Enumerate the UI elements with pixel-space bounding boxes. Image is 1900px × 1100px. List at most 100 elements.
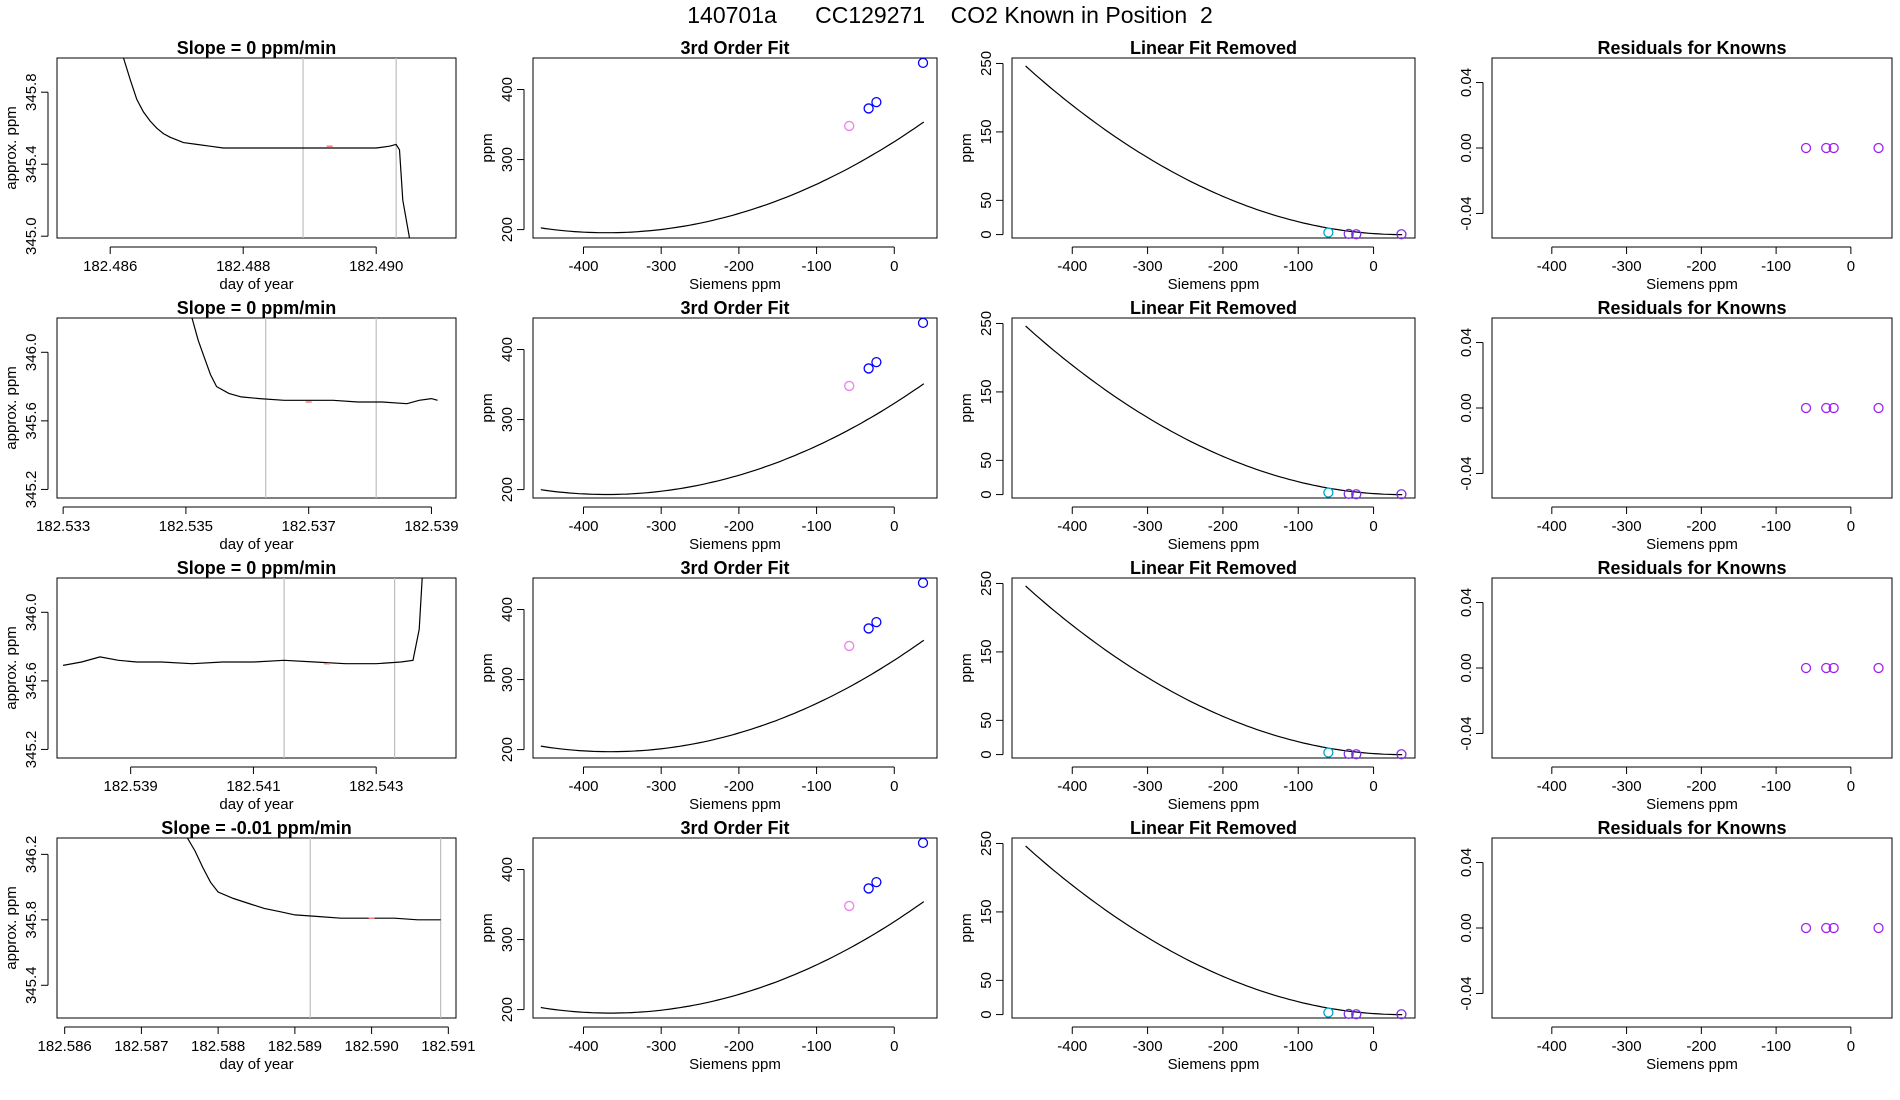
plot-frame: [532, 317, 938, 499]
y-tick-label: 400: [499, 857, 516, 882]
data-point: [1351, 229, 1362, 240]
x-tick-label: 0: [890, 778, 898, 795]
y-tick-label: 200: [499, 997, 516, 1022]
y-tick-label: 0.04: [1458, 328, 1475, 357]
x-tick-label: -400: [1057, 518, 1087, 535]
fit-curve: [1025, 65, 1403, 236]
panel-data: [62, 578, 423, 758]
panel-data: [540, 901, 925, 1014]
x-tick-label: 182.539: [104, 778, 158, 795]
data-point: [844, 380, 855, 392]
x-tick-label: -100: [1761, 778, 1791, 795]
data-point: [917, 57, 929, 69]
panel-r0-c3: Residuals for Knowns -400 -300 -200 -100 0 Sie…: [1458, 38, 1893, 293]
y-tick-label: 250: [978, 51, 995, 76]
y-axis-label: ppm: [958, 913, 975, 942]
x-tick-label: -200: [1208, 258, 1238, 275]
data-point: [1873, 402, 1884, 414]
y-tick-label: 400: [499, 337, 516, 362]
data-point: [1351, 489, 1362, 500]
panel-data: [122, 58, 411, 238]
y-tick-label: 150: [978, 119, 995, 144]
x-tick-label: -300: [1133, 1038, 1163, 1055]
x-tick-label: 0: [890, 1038, 898, 1055]
data-point: [1343, 228, 1354, 240]
data-point: [1323, 227, 1334, 238]
y-tick-label: 150: [978, 639, 995, 664]
x-tick-label: -100: [802, 258, 832, 275]
data-point: [1800, 402, 1812, 414]
x-tick-label: 182.587: [114, 1038, 168, 1055]
y-tick-label: 345.4: [23, 145, 40, 183]
panel-data: [540, 639, 925, 753]
panel-r3-c1: 3rd Order Fit -400 -300 -200 -100 0 Siemens pp…: [479, 818, 938, 1073]
panel-data: [540, 121, 925, 234]
x-tick-label: -300: [1612, 778, 1642, 795]
x-tick-label: 0: [1369, 778, 1377, 795]
panel-r1-c1: 3rd Order Fit -400 -300 -200 -100 0 Siemens pp…: [479, 298, 938, 553]
panel-r0-c2: Linear Fit Removed -400 -300 -200 -100 0 Sieme…: [958, 38, 1416, 293]
panel-title: Residuals for Knowns: [1597, 818, 1786, 838]
x-tick-label: 0: [890, 258, 898, 275]
x-tick-label: 182.541: [226, 778, 280, 795]
x-tick-label: -200: [1686, 778, 1716, 795]
x-axis-label: Siemens ppm: [689, 1056, 781, 1073]
x-tick-label: 0: [1847, 518, 1855, 535]
x-tick-label: -400: [568, 518, 598, 535]
series-line: [62, 578, 423, 666]
plot-frame: [1011, 57, 1416, 239]
x-tick-label: -100: [1761, 518, 1791, 535]
x-axis-label: day of year: [219, 1056, 293, 1073]
x-tick-label: -400: [1537, 778, 1567, 795]
panel-r3-c2: Linear Fit Removed -400 -300 -200 -100 0 Sieme…: [958, 818, 1416, 1073]
data-point: [844, 120, 855, 132]
panel-title: Slope = 0 ppm/min: [177, 38, 337, 58]
x-tick-label: 0: [1369, 1038, 1377, 1055]
y-tick-label: 0.00: [1458, 133, 1475, 162]
data-point: [863, 103, 874, 114]
x-tick-label: -200: [1686, 1038, 1716, 1055]
panel-title: Linear Fit Removed: [1130, 38, 1297, 58]
x-tick-label: -200: [1208, 1038, 1238, 1055]
y-axis-label: approx. ppm: [3, 366, 20, 449]
y-tick-label: 0.04: [1458, 848, 1475, 877]
x-tick-label: -300: [646, 258, 676, 275]
x-tick-label: -300: [1612, 258, 1642, 275]
x-tick-label: -400: [1057, 778, 1087, 795]
panel-title: 3rd Order Fit: [680, 298, 789, 318]
panel-title: 3rd Order Fit: [680, 558, 789, 578]
x-tick-label: -300: [646, 778, 676, 795]
x-axis-label: Siemens ppm: [1646, 536, 1738, 553]
y-tick-label: 250: [978, 831, 995, 856]
y-tick-label: 0.00: [1458, 393, 1475, 422]
x-tick-label: -200: [1686, 518, 1716, 535]
panel-title: 3rd Order Fit: [680, 818, 789, 838]
x-tick-label: 182.591: [421, 1038, 475, 1055]
y-tick-label: -0.04: [1458, 456, 1475, 490]
y-tick-label: 346.2: [23, 836, 40, 874]
x-tick-label: 182.539: [404, 518, 458, 535]
plot-frame: [1491, 57, 1893, 239]
plot-frame: [1011, 317, 1416, 499]
x-tick-label: -400: [1057, 1038, 1087, 1055]
x-tick-label: 0: [1847, 1038, 1855, 1055]
data-point: [1323, 747, 1334, 758]
plot-frame: [532, 577, 938, 759]
y-tick-label: 0: [978, 1010, 995, 1018]
x-tick-label: -400: [568, 1038, 598, 1055]
y-tick-label: 345.8: [23, 901, 40, 939]
y-tick-label: 50: [978, 192, 995, 209]
plot-frame: [532, 57, 938, 239]
data-point: [844, 900, 855, 912]
x-axis-label: day of year: [219, 536, 293, 553]
x-tick-label: 182.535: [159, 518, 213, 535]
y-tick-label: 345.2: [23, 471, 40, 509]
data-point: [1828, 402, 1839, 414]
data-point: [1396, 1009, 1407, 1020]
panel-data: [1025, 65, 1403, 236]
panel-title: Linear Fit Removed: [1130, 818, 1297, 838]
y-tick-label: 250: [978, 571, 995, 596]
x-tick-label: 0: [1847, 258, 1855, 275]
y-tick-label: 150: [978, 379, 995, 404]
y-tick-label: 50: [978, 972, 995, 989]
